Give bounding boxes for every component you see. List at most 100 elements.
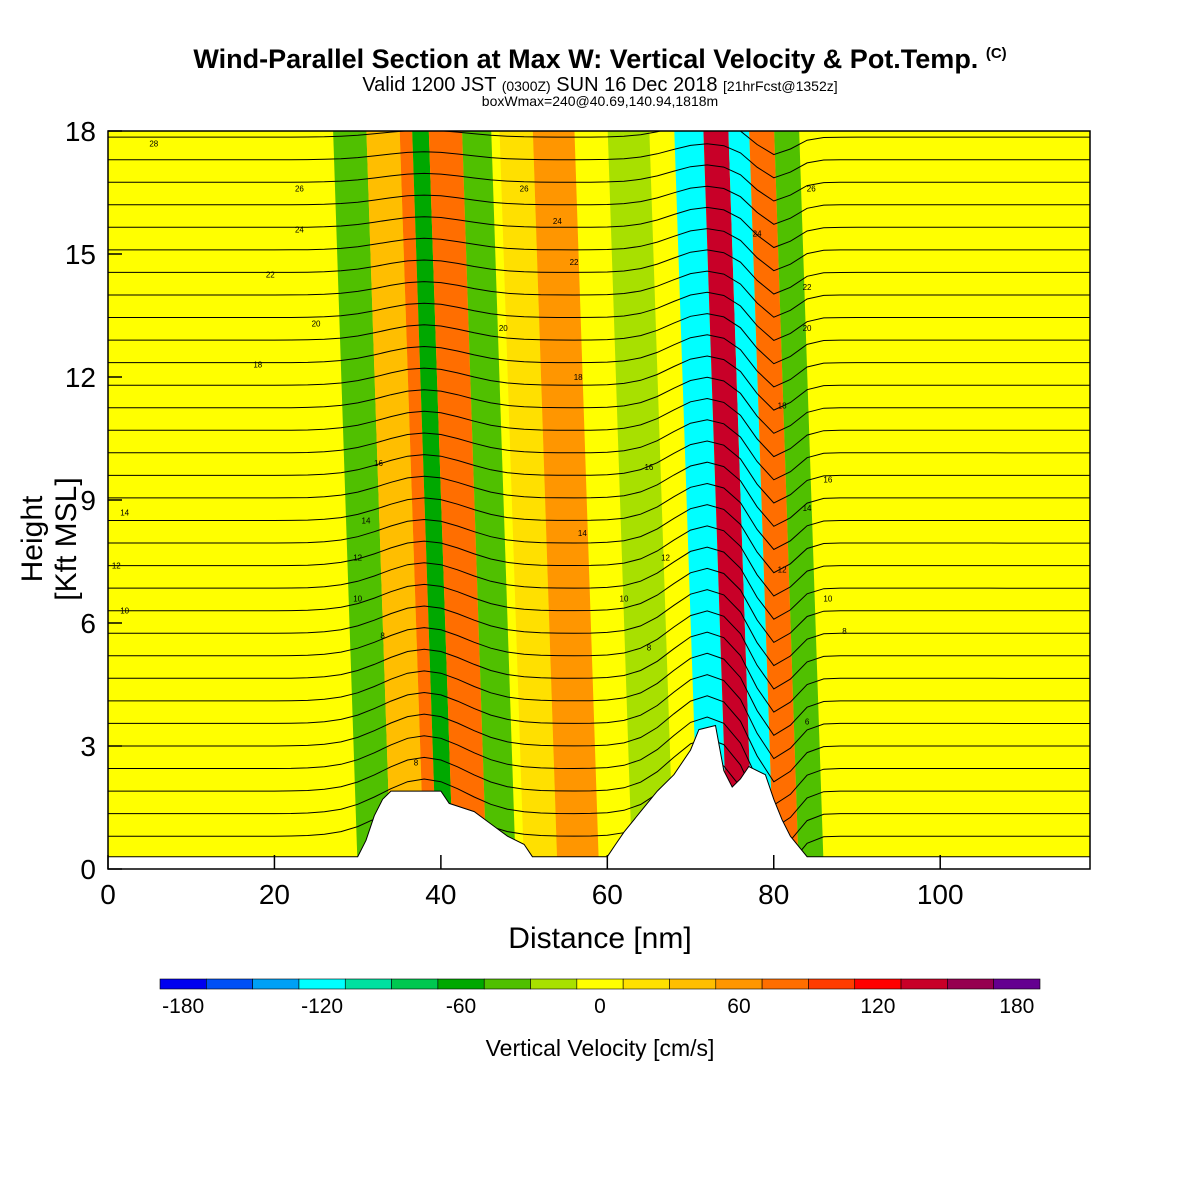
isentrope-label: 10	[823, 594, 832, 603]
isentrope-line	[108, 525, 1090, 597]
colorbar-swatch	[391, 978, 439, 990]
isentrope-label: 18	[574, 373, 583, 382]
isentrope-label: 18	[778, 402, 787, 411]
colorbar-swatch	[437, 978, 485, 990]
isentrope-label: 6	[805, 717, 810, 726]
isentrope-line	[108, 313, 1090, 365]
isentrope-label: 14	[578, 529, 587, 538]
velocity-band	[333, 131, 391, 869]
isentrope-label: 26	[807, 184, 816, 193]
isentrope-line	[108, 780, 1090, 869]
terrain-layer	[108, 724, 1090, 869]
velocity-band	[532, 131, 599, 869]
isentrope-line	[108, 291, 1090, 341]
box-info-line: boxWmax=240@40.69,140.94,1818m	[481, 93, 719, 109]
isentrope-line	[108, 716, 1090, 806]
colorbar-tick-label: 60	[727, 995, 750, 1018]
velocity-band	[399, 131, 437, 869]
colorbar-swatch	[252, 978, 300, 990]
velocity-band	[674, 131, 728, 869]
velocity-band	[499, 131, 558, 869]
colorbar-tick-label: -60	[446, 995, 476, 1018]
isentrope-line	[108, 270, 1090, 318]
terrain-profile	[108, 724, 1090, 869]
isentrope-label: 22	[266, 271, 275, 280]
isentrope-line	[108, 631, 1090, 713]
axis-layer: 0 20 40 60 80 100 0 3 6 9 12 15 18	[65, 116, 964, 910]
colorbar-swatch	[344, 978, 392, 990]
isentrope-line	[108, 397, 1090, 458]
velocity-band	[728, 131, 774, 869]
isentrope-line	[108, 131, 1090, 156]
isentrope-label: 12	[353, 553, 362, 562]
y-tick-label: 12	[65, 362, 96, 393]
y-tick-label: 6	[80, 608, 96, 639]
colorbar: -180 -120 -60 0 60 120 180	[159, 978, 1041, 1018]
isentrope-label: 10	[120, 607, 129, 616]
isentrope-label: 16	[823, 476, 832, 485]
y-tick-label: 18	[65, 116, 96, 147]
velocity-band	[774, 131, 824, 869]
isentrope-label-layer: 28 26 24 22 20 18 16 14 14 12 12 10 10 8 8 26 24 22 20 18 16…	[112, 139, 847, 767]
velocity-band	[366, 131, 425, 869]
velocity-fill-layer	[108, 131, 1090, 869]
colorbar-swatch	[993, 978, 1041, 990]
isentrope-line	[108, 674, 1090, 760]
isentrope-line	[108, 355, 1090, 411]
colorbar-swatch	[576, 978, 624, 990]
isentrope-label: 18	[253, 361, 262, 370]
isentrope-label: 20	[803, 324, 812, 333]
colorbar-swatch	[298, 978, 346, 990]
isentrope-label: 14	[803, 504, 812, 513]
isentrope-label: 24	[295, 225, 304, 234]
isentrope-label: 14	[120, 508, 129, 517]
isentrope-label: 14	[362, 517, 371, 526]
colorbar-swatch	[715, 978, 763, 990]
isentrope-label: 8	[380, 631, 385, 640]
valid-time-line: Valid 1200 JST (0300Z) SUN 16 Dec 2018 […	[362, 74, 838, 96]
velocity-band	[412, 131, 454, 869]
isentrope-label: 26	[295, 184, 304, 193]
colorbar-swatch	[159, 978, 207, 990]
isentrope-label: 10	[353, 594, 362, 603]
isentrope-line	[108, 482, 1090, 551]
isentrope-label: 8	[842, 627, 847, 636]
isentrope-line	[108, 334, 1090, 388]
isentrope-label: 12	[661, 553, 670, 562]
colorbar-swatch	[530, 978, 578, 990]
isentrope-label: 12	[778, 566, 787, 575]
isentrope-label: 24	[553, 217, 562, 226]
isentrope-line	[108, 206, 1090, 249]
x-tick-label: 20	[259, 879, 290, 910]
chart-title: Wind-Parallel Section at Max W: Vertical…	[193, 44, 1007, 74]
isentrope-line	[108, 737, 1090, 830]
isentrope-line	[108, 567, 1090, 644]
isentrope-label: 20	[312, 320, 321, 329]
isentrope-label: 22	[803, 283, 812, 292]
x-axis-label: Distance [nm]	[508, 922, 692, 955]
colorbar-tick-label: -120	[301, 995, 343, 1018]
isentrope-label: 8	[647, 644, 652, 653]
y-tick-label: 3	[80, 731, 96, 762]
colorbar-swatch	[808, 978, 856, 990]
copyright-mark: (C)	[985, 45, 1007, 62]
isentrope-line	[108, 504, 1090, 574]
velocity-band	[462, 131, 516, 869]
isentrope-line	[108, 185, 1090, 225]
velocity-band	[108, 131, 1090, 869]
y-tick-label: 15	[65, 239, 96, 270]
x-tick-label: 100	[917, 879, 964, 910]
isentrope-label: 24	[753, 230, 762, 239]
colorbar-label: Vertical Velocity [cm/s]	[485, 1035, 715, 1061]
colorbar-tick-label: 120	[860, 995, 895, 1018]
isentrope-label: 22	[570, 258, 579, 267]
colorbar-swatch	[483, 978, 531, 990]
isentrope-line	[108, 695, 1090, 783]
isentrope-label: 26	[520, 184, 529, 193]
isentrope-label: 10	[620, 594, 629, 603]
colorbar-tick-label: 0	[594, 995, 606, 1018]
velocity-band	[428, 131, 487, 869]
y-tick-label: 9	[80, 485, 96, 516]
colorbar-swatch	[206, 978, 253, 990]
